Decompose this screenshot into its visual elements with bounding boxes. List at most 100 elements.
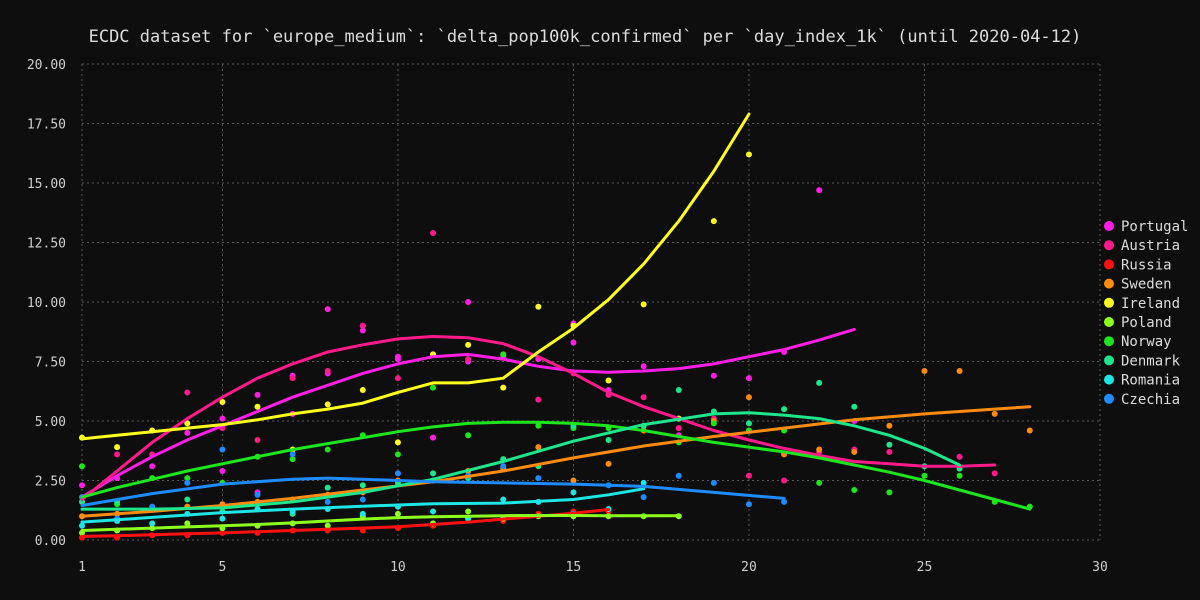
data-point [640,394,647,401]
grid [81,63,1101,541]
trend-line [80,335,997,501]
data-point [324,401,331,408]
trend-line [80,411,962,511]
data-point [816,479,823,486]
data-point [851,403,858,410]
legend-label: Norway [1121,334,1172,350]
data-point [851,487,858,494]
data-point [184,420,191,427]
data-point [219,446,226,453]
data-point [289,375,296,382]
legend-label: Russia [1121,257,1172,273]
data-point [675,472,682,479]
chart-title: ECDC dataset for `europe_medium`: `delta… [89,27,1082,47]
y-tick-label: 10.00 [27,296,66,311]
data-point [781,498,788,505]
data-point [535,475,542,482]
data-point [394,375,401,382]
trend-line [80,487,646,524]
y-tick-label: 0.00 [35,534,66,549]
y-axis-ticks: 0.00 2.50 5.00 7.50 10.00 12.50 15.00 17.50 20.0… [27,58,66,549]
data-point [465,508,472,515]
data-point [289,451,296,458]
data-point [184,389,191,396]
x-tick-label: 15 [566,560,582,575]
data-point [359,496,366,503]
data-point [324,484,331,491]
data-point [745,501,752,508]
data-point [289,456,296,463]
data-point [79,522,85,529]
data-point [991,410,998,417]
data-point [500,463,507,470]
data-point [254,403,261,410]
x-axis-ticks: 1 5 10 15 20 25 30 [78,560,1108,575]
data-point [781,477,788,484]
legend-marker [1104,336,1114,347]
data-point [219,515,226,522]
data-point [324,446,331,453]
legend-marker [1104,259,1114,270]
data-point [254,437,261,444]
data-point [430,229,437,236]
legend-label: Austria [1121,238,1180,254]
data-point [535,422,542,429]
data-point [710,372,717,379]
data-point [430,508,437,515]
legend-marker [1104,221,1114,231]
y-tick-label: 17.50 [27,118,66,133]
legend-label: Portugal [1121,219,1188,235]
x-tick-label: 1 [78,560,86,575]
data-point [710,479,717,486]
data-point [886,448,893,455]
data-point [956,453,963,460]
data-point [1026,427,1033,434]
data-point [394,353,401,360]
data-point [324,368,331,375]
legend-label: Denmark [1121,353,1181,369]
x-tick-label: 10 [390,560,406,575]
legend-marker [1104,297,1114,308]
data-point [535,444,542,451]
data-point [430,470,437,477]
data-point [359,322,366,329]
x-tick-label: 20 [741,560,757,575]
data-point [640,363,647,370]
data-point [640,494,647,501]
data-point [991,470,998,477]
data-point [359,482,366,489]
x-tick-label: 5 [218,560,226,575]
data-point [605,460,612,467]
data-point [79,463,85,470]
data-point [324,522,331,529]
data-point [394,510,401,517]
legend-label: Romania [1121,373,1180,389]
data-point [219,398,226,405]
data-point [430,384,437,391]
legend-marker [1104,374,1114,385]
legend-label: Ireland [1121,296,1180,312]
data-point [114,451,121,458]
data-point [79,498,85,505]
data-point [394,451,401,458]
data-point [149,463,156,470]
data-point [184,479,191,486]
data-point [886,441,893,448]
data-point [921,472,928,479]
data-point [324,306,331,313]
data-point [570,489,577,496]
data-point [500,496,507,503]
y-tick-label: 7.50 [35,356,66,371]
legend-label: Poland [1121,315,1172,331]
x-tick-label: 25 [917,560,933,575]
data-point [605,437,612,444]
data-point [886,422,893,429]
legend: Portugal Austria Russia Sweden Ireland Poland… [1104,219,1188,408]
data-point [500,351,507,358]
data-point [359,387,366,394]
data-point [675,425,682,432]
y-tick-label: 12.50 [27,237,66,252]
data-point [500,384,507,391]
data-point [465,432,472,439]
